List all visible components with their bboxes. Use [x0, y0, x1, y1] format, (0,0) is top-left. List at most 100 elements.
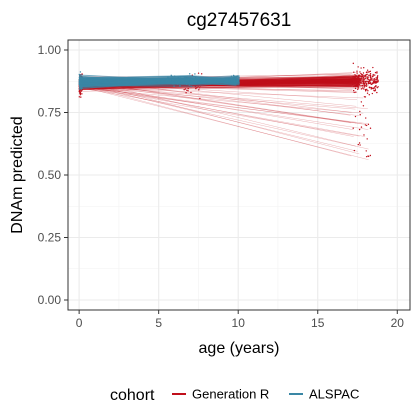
trajectory-line-generation-r [79, 86, 356, 110]
data-point-alspac [171, 75, 173, 78]
data-point-generation-r [355, 85, 358, 87]
data-point-alspac [81, 87, 83, 89]
data-point-generation-r [187, 90, 189, 92]
data-point-generation-r [360, 75, 363, 78]
legend-label-generation-r: Generation R [192, 387, 269, 402]
data-point-alspac [190, 85, 192, 88]
data-point-alspac [187, 78, 190, 81]
data-point-generation-r [79, 92, 81, 94]
data-point-alspac [173, 85, 175, 87]
data-point-generation-r [80, 90, 82, 93]
data-point-generation-r [363, 134, 365, 136]
data-point-generation-r [352, 80, 355, 83]
data-point-generation-r [371, 79, 374, 81]
data-point-generation-r [79, 93, 82, 96]
data-point-generation-r [376, 72, 378, 74]
data-point-alspac [166, 78, 169, 81]
data-point-alspac [78, 76, 81, 79]
data-point-alspac [187, 81, 189, 83]
data-point-alspac [79, 78, 81, 80]
data-point-alspac [195, 77, 197, 80]
data-point-alspac [79, 80, 82, 82]
data-point-generation-r [363, 80, 365, 82]
data-point-generation-r [366, 69, 369, 71]
data-point-generation-r [369, 82, 372, 84]
trajectory-line-generation-r [79, 86, 361, 89]
x-tick-label: 0 [76, 316, 83, 330]
data-point-generation-r [353, 75, 355, 78]
data-point-generation-r [367, 77, 369, 79]
data-point-generation-r [373, 80, 375, 82]
data-point-generation-r [362, 72, 365, 74]
data-point-alspac [183, 79, 185, 81]
data-point-alspac [176, 83, 179, 85]
data-point-alspac [236, 80, 239, 82]
data-point-generation-r [359, 79, 362, 82]
trajectory-line-alspac [79, 77, 237, 80]
data-point-generation-r [371, 82, 374, 85]
data-point-generation-r [366, 92, 369, 94]
trajectory-line-alspac [79, 74, 239, 80]
data-point-generation-r [357, 66, 359, 68]
data-point-alspac [195, 80, 198, 83]
data-point-generation-r [354, 87, 357, 90]
data-point-generation-r [354, 115, 357, 118]
x-axis-title: age (years) [199, 340, 280, 357]
data-point-generation-r [184, 88, 187, 90]
data-point-generation-r [364, 96, 367, 98]
data-point-generation-r [186, 89, 188, 92]
data-point-generation-r [365, 85, 368, 87]
trajectory-line-alspac [79, 79, 236, 81]
data-point-generation-r [355, 75, 357, 77]
data-point-alspac [231, 79, 233, 81]
data-point-generation-r [354, 85, 356, 87]
trajectory-line-generation-r [79, 87, 360, 137]
trajectory-line-generation-r [79, 85, 369, 130]
data-point-generation-r [359, 78, 361, 80]
data-point-alspac [185, 80, 187, 82]
x-tick-label: 10 [232, 316, 246, 330]
data-point-generation-r [361, 84, 364, 87]
data-point-alspac [178, 81, 180, 83]
data-point-generation-r [357, 85, 359, 88]
data-point-generation-r [352, 83, 354, 86]
data-point-alspac [187, 80, 190, 82]
axis-layer: 0 5 10 15 20 0.00 0.25 0.50 0.75 1.00 [38, 39, 411, 330]
data-point-generation-r [365, 83, 368, 86]
data-point-generation-r [360, 72, 362, 75]
data-point-alspac [170, 74, 172, 77]
data-point-alspac [238, 76, 240, 78]
data-point-generation-r [358, 128, 361, 131]
data-layer [78, 62, 379, 160]
trajectory-line-generation-r [79, 84, 369, 150]
data-point-generation-r [353, 71, 355, 73]
data-point-generation-r [353, 85, 355, 88]
y-tick-label: 0.50 [38, 168, 62, 182]
legend: cohort Generation R ALSPAC [110, 387, 359, 405]
data-point-generation-r [369, 154, 372, 157]
data-point-alspac [232, 74, 235, 77]
data-point-alspac [80, 87, 82, 89]
data-point-alspac [171, 78, 174, 81]
trajectory-line-alspac [79, 77, 236, 85]
data-point-generation-r [360, 67, 362, 69]
trajectory-line-generation-r [79, 83, 358, 152]
data-point-alspac [167, 76, 169, 78]
data-point-generation-r [356, 83, 358, 85]
data-point-generation-r [370, 83, 372, 86]
data-point-generation-r [197, 72, 200, 74]
data-point-alspac [173, 75, 176, 77]
data-point-alspac [174, 80, 176, 82]
data-point-generation-r [359, 75, 361, 77]
data-point-alspac [79, 88, 81, 91]
y-tick-label: 1.00 [38, 43, 62, 57]
trajectory-line-generation-r [79, 83, 354, 130]
data-point-generation-r [367, 78, 369, 81]
data-point-alspac [169, 79, 172, 81]
data-point-generation-r [368, 71, 370, 73]
data-point-alspac [79, 75, 81, 77]
data-point-alspac [232, 76, 235, 78]
data-point-alspac [192, 79, 195, 81]
data-point-generation-r [377, 86, 379, 88]
data-point-generation-r [353, 91, 355, 94]
